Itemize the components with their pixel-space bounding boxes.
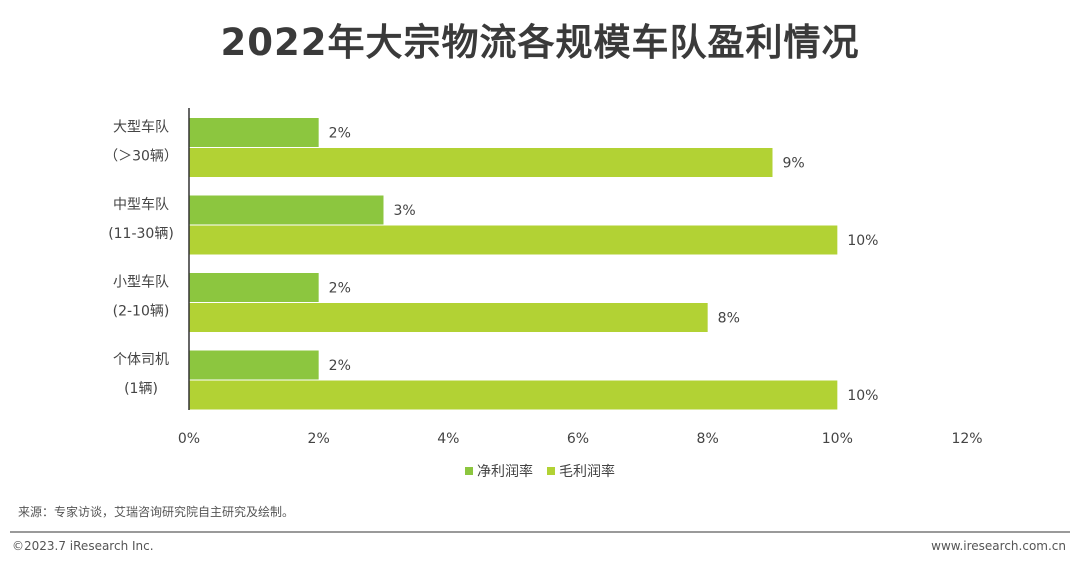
data-label: 10%	[847, 388, 878, 404]
x-tick-label: 4%	[437, 431, 459, 447]
website-text: www.iresearch.com.cn	[931, 539, 1066, 553]
bar-net-1	[189, 195, 384, 225]
bar-net-0	[189, 118, 319, 147]
category-label: (2-10辆)	[113, 304, 170, 320]
legend-swatch-gross-margin	[547, 467, 555, 475]
bar-net-2	[189, 273, 319, 302]
x-tick-label: 8%	[697, 431, 719, 447]
data-label: 2%	[329, 281, 351, 297]
data-label: 9%	[783, 156, 805, 172]
x-tick-label: 0%	[178, 431, 200, 447]
category-label: （＞30辆）	[104, 149, 178, 165]
data-label: 2%	[329, 126, 351, 142]
bar-net-3	[189, 350, 319, 380]
bar-chart: 2% 9% 大型车队 （＞30辆） 3% 10% 中型车队 (11-30辆) 2% 8% 小型车队 (…	[104, 108, 983, 447]
legend-swatch-net-margin	[465, 467, 473, 475]
bar-gross-1	[189, 225, 838, 255]
x-tick-label: 10%	[822, 431, 853, 447]
category-label: 大型车队	[113, 119, 169, 136]
legend-item-gross-margin: 毛利润率	[547, 461, 615, 481]
bar-gross-2	[189, 303, 708, 332]
data-label: 2%	[329, 358, 351, 374]
source-note: 来源：专家访谈，艾瑞咨询研究院自主研究及绘制。	[18, 505, 295, 519]
legend-label-net-margin: 净利润率	[477, 464, 533, 480]
category-label: 中型车队	[113, 196, 169, 213]
data-label: 10%	[847, 233, 878, 249]
legend-item-net-margin: 净利润率	[465, 461, 533, 481]
x-tick-label: 2%	[308, 431, 330, 447]
category-label: (11-30辆)	[108, 226, 174, 242]
category-label: 小型车队	[113, 274, 169, 291]
category-label: 个体司机	[113, 352, 169, 368]
data-label: 8%	[718, 311, 740, 327]
bar-gross-3	[189, 380, 838, 410]
category-label: (1辆)	[124, 381, 158, 397]
legend: 净利润率 毛利润率	[0, 461, 1080, 481]
x-tick-label: 12%	[951, 431, 982, 447]
chart-title: 2022年大宗物流各规模车队盈利情况	[220, 21, 860, 64]
x-tick-label: 6%	[567, 431, 589, 447]
bar-gross-0	[189, 148, 773, 177]
data-label: 3%	[394, 203, 416, 219]
copyright-text: ©2023.7 iResearch Inc.	[12, 539, 154, 553]
footer-divider	[10, 531, 1070, 533]
legend-label-gross-margin: 毛利润率	[559, 464, 615, 480]
